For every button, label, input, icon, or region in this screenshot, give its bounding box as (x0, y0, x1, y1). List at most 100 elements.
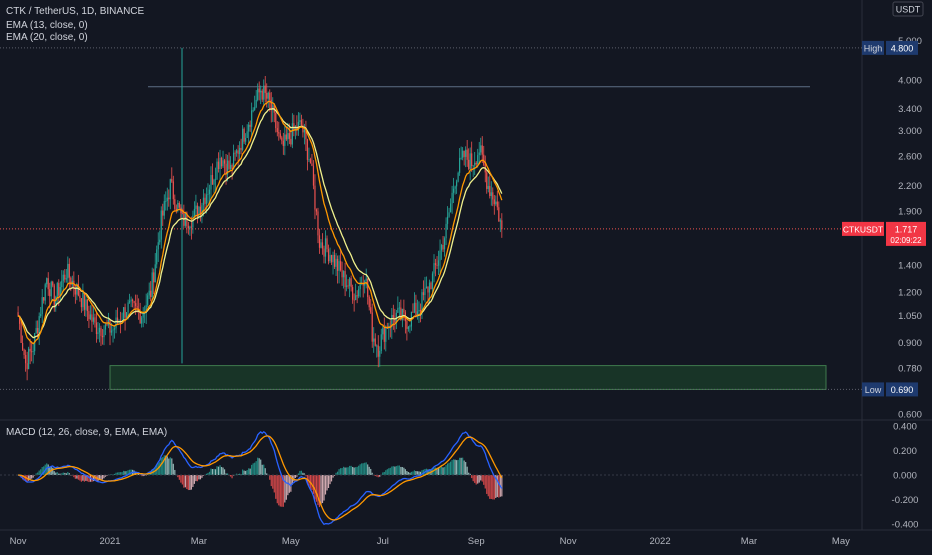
candle-body[interactable] (258, 88, 260, 93)
candle-body[interactable] (151, 272, 153, 297)
candle-body[interactable] (478, 152, 480, 156)
candle-body[interactable] (216, 161, 218, 180)
candle-body[interactable] (428, 282, 431, 293)
candle-body[interactable] (418, 310, 420, 312)
candle-body[interactable] (480, 145, 482, 153)
ema13-legend[interactable]: EMA (13, close, 0) (6, 20, 88, 31)
candle-body[interactable] (457, 172, 459, 182)
candle-body[interactable] (456, 181, 458, 187)
candle-body[interactable] (94, 317, 96, 323)
candle-body[interactable] (86, 299, 89, 312)
candle-body[interactable] (472, 165, 474, 167)
candle-body[interactable] (85, 299, 87, 310)
candle-body[interactable] (163, 201, 165, 216)
candle-body[interactable] (440, 244, 443, 251)
candle-body[interactable] (61, 280, 63, 288)
candle-body[interactable] (371, 312, 373, 342)
candle-body[interactable] (79, 295, 81, 299)
macd-axis[interactable]: 0.400 0.200 0.000 -0.200 -0.400 (892, 422, 919, 531)
candle-body[interactable] (412, 311, 414, 313)
candle-body[interactable] (498, 207, 500, 222)
candle-body[interactable] (305, 129, 307, 140)
price-axis[interactable]: 6.0005.0004.0003.4003.0002.6002.2001.900… (842, 1, 926, 421)
candle-body[interactable] (132, 299, 134, 302)
candle-body[interactable] (419, 310, 422, 312)
candle-body[interactable] (135, 303, 137, 307)
candle-body[interactable] (168, 197, 170, 200)
candle-body[interactable] (377, 345, 379, 357)
candle-body[interactable] (499, 220, 501, 222)
candle-body[interactable] (462, 150, 464, 158)
candle-body[interactable] (148, 290, 150, 296)
candle-body[interactable] (477, 155, 479, 165)
support-zone[interactable] (109, 365, 827, 390)
candle-body[interactable] (315, 209, 318, 212)
candle-body[interactable] (25, 355, 27, 364)
candle-body[interactable] (468, 159, 470, 169)
candle-body[interactable] (213, 179, 215, 185)
macd-line[interactable] (17, 430, 503, 526)
candle-body[interactable] (306, 139, 309, 160)
candle-body[interactable] (156, 249, 158, 265)
candle-body[interactable] (427, 286, 429, 293)
candle-body[interactable] (446, 216, 449, 224)
candle-body[interactable] (29, 348, 31, 352)
candle-body[interactable] (70, 277, 72, 285)
candle-body[interactable] (55, 297, 57, 308)
candle-body[interactable] (469, 153, 471, 169)
candle-body[interactable] (299, 120, 301, 122)
candle-body[interactable] (276, 128, 278, 133)
candle-body[interactable] (406, 321, 408, 329)
candle-body[interactable] (110, 330, 113, 333)
candle-body[interactable] (219, 157, 221, 170)
candle-body[interactable] (40, 314, 42, 317)
candle-body[interactable] (201, 205, 203, 214)
candle-body[interactable] (20, 323, 22, 343)
candle-body[interactable] (339, 261, 342, 271)
candle-body[interactable] (373, 338, 375, 342)
candle-body[interactable] (380, 334, 382, 351)
candle-body[interactable] (165, 201, 167, 202)
candle-body[interactable] (403, 308, 405, 313)
candle-body[interactable] (124, 307, 126, 318)
candle-body[interactable] (74, 288, 76, 295)
candle-body[interactable] (430, 282, 432, 290)
candle-body[interactable] (493, 199, 495, 205)
candle-body[interactable] (391, 314, 393, 327)
candle-body[interactable] (324, 238, 327, 257)
candle-body[interactable] (162, 210, 164, 216)
candle-body[interactable] (255, 99, 257, 108)
candle-body[interactable] (232, 152, 235, 170)
candle-body[interactable] (234, 152, 236, 154)
candle-body[interactable] (101, 335, 104, 338)
candle-body[interactable] (379, 350, 381, 357)
candle-body[interactable] (246, 131, 248, 138)
candle-body[interactable] (347, 285, 349, 287)
candle-body[interactable] (443, 238, 446, 250)
candle-body[interactable] (311, 163, 313, 166)
candle-body[interactable] (80, 298, 82, 308)
candle-body[interactable] (269, 92, 271, 100)
candle-body[interactable] (383, 328, 385, 342)
candle-body[interactable] (453, 188, 455, 193)
candle-body[interactable] (50, 281, 52, 297)
candle-body[interactable] (487, 186, 489, 189)
candle-body[interactable] (22, 342, 24, 350)
candle-body[interactable] (400, 307, 402, 320)
candle-body[interactable] (181, 212, 183, 214)
candle-body[interactable] (314, 185, 316, 210)
candle-body[interactable] (205, 194, 208, 204)
candle-body[interactable] (267, 92, 269, 99)
candle-body[interactable] (23, 349, 25, 356)
candle-body[interactable] (254, 107, 256, 110)
candle-body[interactable] (239, 147, 241, 155)
candle-body[interactable] (454, 186, 456, 189)
candle-body[interactable] (97, 332, 99, 335)
candle-body[interactable] (401, 308, 403, 320)
candle-body[interactable] (67, 263, 69, 279)
candle-body[interactable] (169, 179, 171, 200)
candle-body[interactable] (338, 261, 340, 271)
candle-body[interactable] (187, 225, 189, 229)
candle-body[interactable] (251, 110, 253, 127)
